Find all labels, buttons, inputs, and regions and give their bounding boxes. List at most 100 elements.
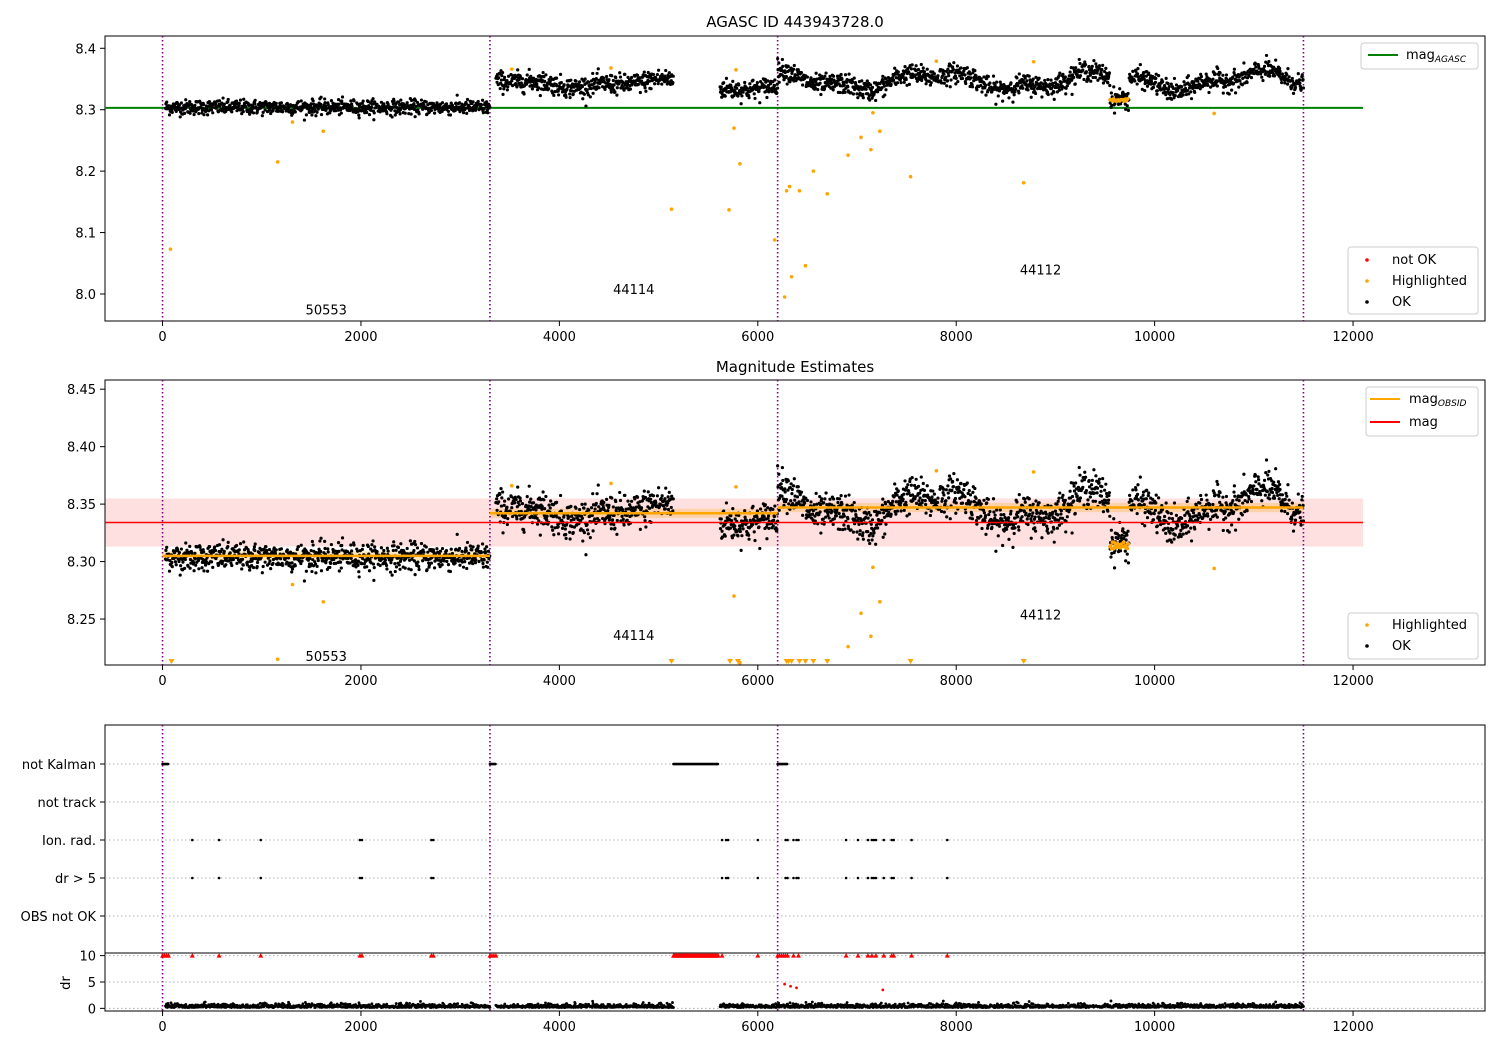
ok-point bbox=[1015, 500, 1019, 504]
ok-point bbox=[780, 57, 785, 62]
ok-point bbox=[991, 74, 996, 78]
ok-point bbox=[1157, 74, 1161, 78]
ok-point bbox=[595, 71, 599, 76]
ok-point bbox=[593, 517, 597, 521]
ok-point bbox=[785, 82, 789, 86]
ok-point bbox=[655, 494, 659, 498]
ok-point bbox=[365, 110, 369, 115]
ok-point bbox=[843, 90, 847, 94]
ok-point bbox=[1099, 73, 1104, 77]
ok-point bbox=[970, 517, 975, 521]
ok-point bbox=[462, 556, 466, 560]
ok-point bbox=[1172, 76, 1177, 81]
ok-point bbox=[534, 508, 538, 512]
ok-point bbox=[515, 517, 519, 521]
ok-point bbox=[299, 99, 303, 103]
ok-point bbox=[1016, 525, 1021, 529]
ok-point bbox=[1031, 82, 1035, 86]
ok-point bbox=[824, 491, 828, 495]
ok-point bbox=[309, 548, 313, 553]
ok-point bbox=[752, 92, 756, 96]
ok-point bbox=[217, 543, 222, 547]
ok-point bbox=[228, 103, 232, 107]
ok-point bbox=[1264, 53, 1269, 58]
ok-point bbox=[241, 563, 245, 567]
ok-point bbox=[1011, 545, 1015, 549]
ok-point bbox=[268, 559, 272, 563]
ok-point bbox=[924, 82, 928, 86]
ok-point bbox=[498, 492, 502, 496]
ok-point bbox=[382, 548, 386, 553]
ok-point bbox=[904, 503, 908, 507]
ok-point bbox=[1073, 82, 1077, 86]
ok-point bbox=[578, 507, 582, 512]
ok-point bbox=[562, 83, 566, 87]
ok-point bbox=[1232, 81, 1236, 85]
ok-point bbox=[1026, 522, 1030, 527]
ok-point bbox=[510, 84, 515, 88]
ok-point bbox=[1218, 71, 1222, 75]
highlighted-point bbox=[811, 169, 816, 173]
ok-point bbox=[463, 108, 467, 112]
ok-point bbox=[895, 509, 900, 513]
ok-point bbox=[1034, 75, 1038, 79]
ok-point bbox=[615, 532, 619, 536]
ok-point bbox=[635, 73, 640, 77]
ok-point bbox=[380, 106, 384, 110]
ok-point bbox=[319, 536, 323, 540]
ok-point bbox=[570, 514, 574, 518]
ok-point bbox=[732, 533, 736, 537]
panel2-title: Magnitude Estimates bbox=[716, 358, 874, 376]
ok-point bbox=[1029, 536, 1033, 540]
ok-point bbox=[1174, 83, 1179, 87]
ok-point bbox=[914, 64, 918, 68]
ok-point bbox=[605, 74, 609, 79]
ok-point bbox=[1140, 87, 1144, 91]
ok-point bbox=[916, 67, 921, 72]
ok-point bbox=[735, 86, 739, 90]
ok-point bbox=[1005, 527, 1009, 531]
ok-point bbox=[1033, 529, 1038, 533]
ok-point bbox=[355, 102, 360, 106]
ok-point bbox=[361, 99, 365, 103]
ok-point bbox=[842, 83, 846, 88]
highlighted-point bbox=[1212, 111, 1216, 116]
highlighted-point bbox=[859, 135, 863, 140]
ok-point bbox=[444, 549, 449, 553]
ok-point bbox=[1061, 493, 1065, 497]
ok-point bbox=[785, 511, 789, 516]
ok-point bbox=[1044, 82, 1048, 86]
ok-point bbox=[1221, 73, 1225, 77]
ok-point bbox=[1028, 508, 1033, 512]
ok-point bbox=[791, 484, 796, 488]
ok-point bbox=[220, 562, 224, 566]
ok-point bbox=[861, 92, 865, 96]
ok-point bbox=[666, 507, 671, 512]
ok-point bbox=[476, 544, 480, 548]
ok-point bbox=[747, 533, 751, 537]
ok-point bbox=[814, 79, 818, 84]
ok-point bbox=[543, 507, 547, 511]
ok-point bbox=[242, 97, 246, 101]
ok-point bbox=[1025, 79, 1029, 83]
ok-point bbox=[213, 545, 217, 549]
ok-point bbox=[311, 99, 315, 103]
ok-point bbox=[837, 511, 841, 516]
ok-point bbox=[1113, 102, 1117, 106]
ok-point bbox=[485, 560, 489, 564]
ok-point bbox=[973, 69, 977, 73]
ok-point bbox=[356, 563, 360, 567]
ok-point bbox=[323, 539, 327, 543]
ok-point bbox=[468, 105, 472, 109]
ok-point bbox=[751, 504, 755, 508]
ok-point bbox=[951, 65, 955, 69]
ok-point bbox=[583, 77, 587, 81]
ok-point bbox=[290, 567, 295, 571]
ok-point bbox=[339, 566, 343, 570]
ok-point bbox=[852, 500, 856, 505]
ok-point bbox=[1012, 531, 1016, 536]
ok-point bbox=[289, 565, 293, 569]
ok-point bbox=[482, 107, 486, 111]
ok-point bbox=[607, 503, 611, 508]
